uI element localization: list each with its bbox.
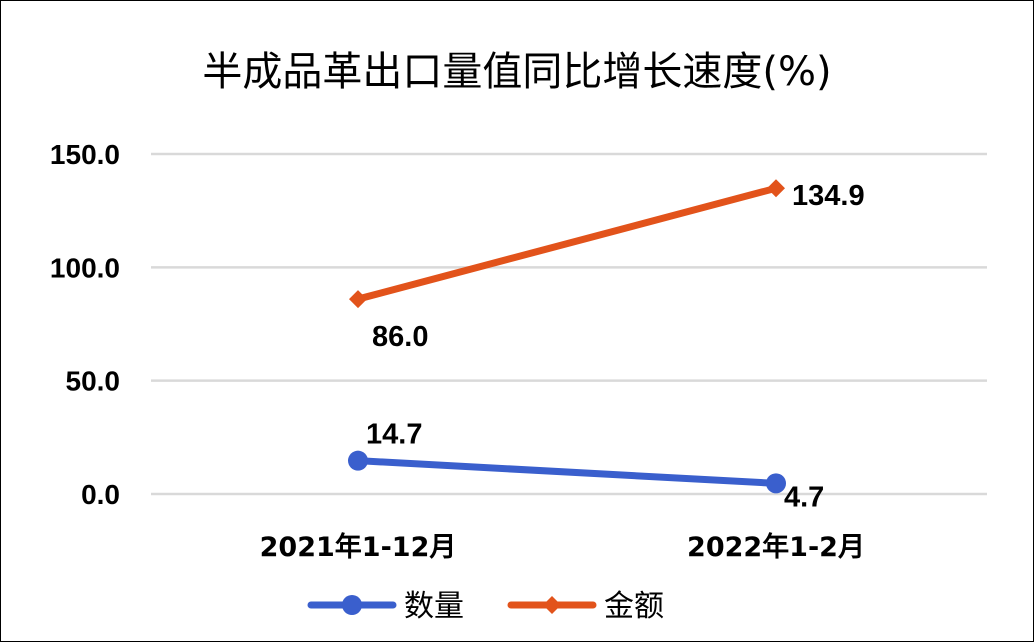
legend: 数量 金额 <box>307 589 664 624</box>
y-tick-label: 50.0 <box>66 366 121 397</box>
diamond-marker <box>349 290 367 309</box>
x-axis-categories: 2021年1-12月 2022年1-2月 <box>260 531 865 563</box>
y-tick-label: 150.0 <box>50 139 120 170</box>
data-labels: 14.7 4.7 86.0 134.9 <box>366 180 865 513</box>
legend-label: 金额 <box>604 589 664 624</box>
x-tick-label: 2021年1-12月 <box>260 531 457 563</box>
series-lines <box>348 179 786 494</box>
circle-marker <box>348 450 368 471</box>
y-axis-ticks: 0.0 50.0 100.0 150.0 <box>50 139 120 510</box>
data-label: 4.7 <box>784 481 824 513</box>
gridlines <box>151 152 987 496</box>
chart-title: 半成品革出口量值同比增长速度(%) <box>202 49 831 95</box>
data-label: 134.9 <box>792 180 865 212</box>
x-tick-label: 2022年1-2月 <box>687 531 865 563</box>
legend-label: 数量 <box>404 589 464 624</box>
data-label: 86.0 <box>372 321 428 353</box>
data-label: 14.7 <box>366 419 422 451</box>
y-tick-label: 0.0 <box>81 479 120 510</box>
series-line <box>354 457 780 487</box>
series-line <box>354 184 780 303</box>
legend-marker <box>543 596 561 614</box>
circle-marker <box>766 473 786 494</box>
y-tick-label: 100.0 <box>50 252 120 283</box>
legend-marker <box>342 595 362 615</box>
diamond-marker <box>767 179 785 198</box>
